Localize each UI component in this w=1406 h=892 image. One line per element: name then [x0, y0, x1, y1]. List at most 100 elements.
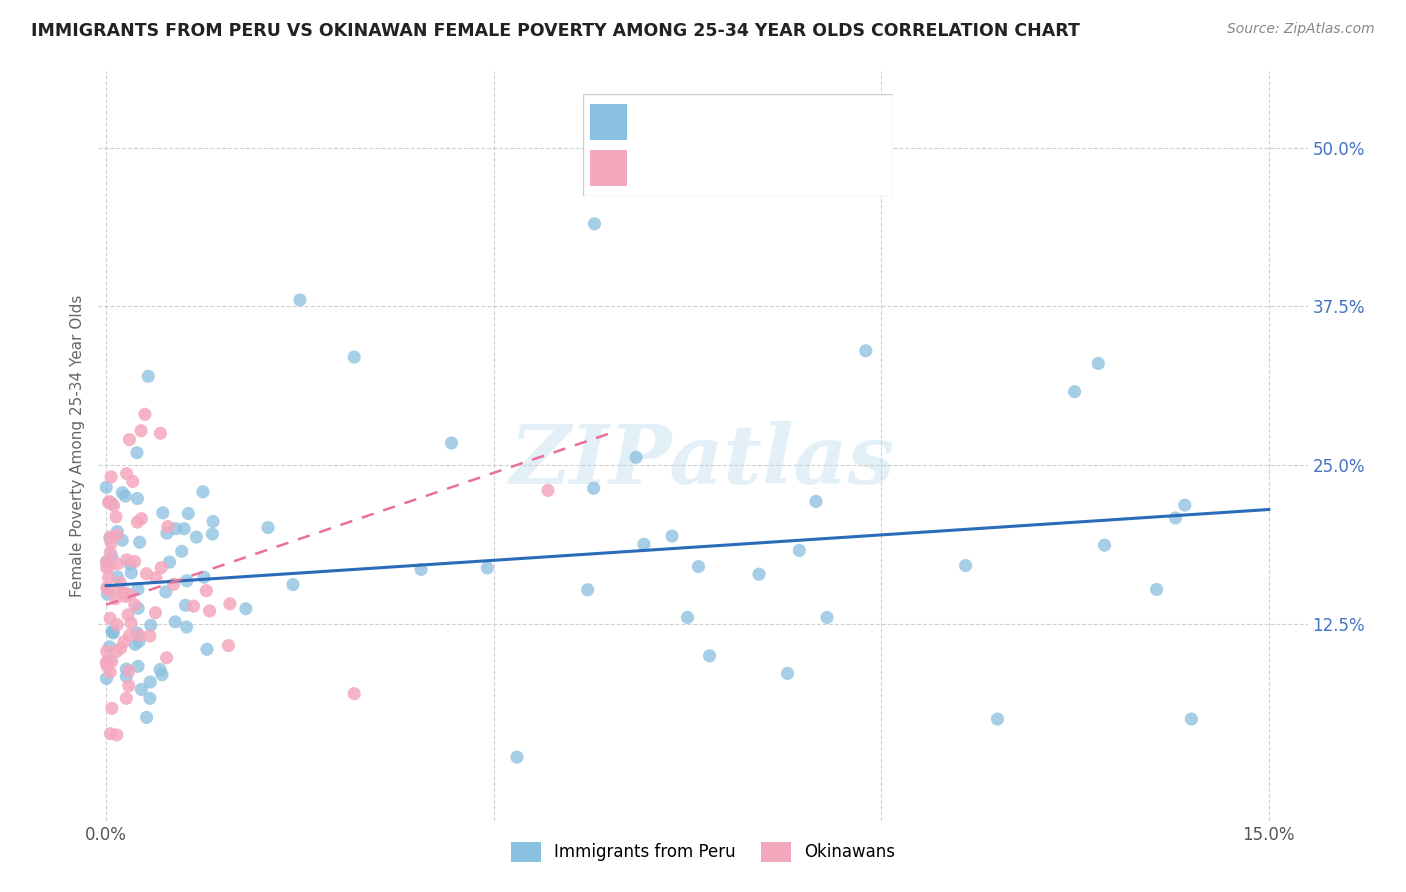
Point: [100, 496, 122, 510]
Point: [152, 506, 174, 520]
Point: [120, 615, 142, 630]
Point: [506, 750, 529, 764]
Point: [118, 679, 141, 693]
Point: [235, 601, 257, 615]
Point: [191, 484, 214, 499]
Bar: [589, 150, 627, 186]
Point: [195, 642, 218, 657]
Text: 0.137: 0.137: [679, 113, 737, 131]
Point: [343, 687, 366, 701]
Point: [198, 604, 221, 618]
Text: IMMIGRANTS FROM PERU VS OKINAWAN FEMALE POVERTY AMONG 25-34 YEAR OLDS CORRELATIO: IMMIGRANTS FROM PERU VS OKINAWAN FEMALE …: [31, 22, 1080, 40]
Point: [115, 586, 138, 600]
Point: [124, 637, 146, 651]
Point: [118, 628, 141, 642]
Point: [112, 586, 135, 600]
Point: [165, 522, 187, 536]
Point: [128, 628, 150, 642]
Point: [115, 467, 138, 481]
Point: [107, 583, 129, 598]
Point: [176, 620, 198, 634]
Text: 0.087: 0.087: [679, 160, 737, 178]
Point: [136, 369, 159, 384]
Point: [1094, 538, 1116, 552]
Point: [96, 555, 118, 569]
Text: R =: R =: [636, 113, 675, 131]
Point: [120, 566, 142, 580]
Point: [105, 528, 128, 542]
Point: [98, 559, 121, 574]
Point: [257, 520, 280, 534]
Point: [115, 670, 138, 684]
Point: [149, 663, 172, 677]
Point: [537, 483, 560, 498]
Point: [125, 445, 148, 459]
Point: [96, 655, 118, 669]
Point: [1146, 582, 1168, 597]
Point: [440, 436, 463, 450]
Point: [201, 527, 224, 541]
Legend: Immigrants from Peru, Okinawans: Immigrants from Peru, Okinawans: [505, 835, 901, 869]
Text: 90: 90: [806, 113, 831, 131]
Point: [583, 217, 606, 231]
Point: [815, 610, 838, 624]
Point: [281, 577, 304, 591]
Point: [127, 491, 149, 506]
Point: [173, 522, 195, 536]
Point: [105, 509, 128, 524]
Point: [118, 433, 141, 447]
Point: [582, 481, 605, 495]
Bar: [589, 104, 627, 140]
Point: [114, 489, 136, 503]
Point: [101, 625, 124, 640]
Point: [343, 350, 366, 364]
Point: [1087, 356, 1109, 370]
Point: [96, 480, 118, 494]
Point: [787, 543, 810, 558]
Point: [411, 562, 433, 576]
Point: [104, 591, 127, 606]
Point: [96, 672, 118, 686]
Point: [111, 485, 134, 500]
Y-axis label: Female Poverty Among 25-34 Year Olds: Female Poverty Among 25-34 Year Olds: [70, 295, 86, 597]
Point: [156, 650, 179, 665]
Point: [202, 515, 225, 529]
Point: [105, 728, 128, 742]
Point: [177, 507, 200, 521]
Point: [127, 515, 149, 529]
Point: [98, 545, 121, 559]
Point: [127, 582, 149, 597]
Point: [176, 574, 198, 588]
Point: [97, 571, 120, 585]
Point: [96, 659, 118, 673]
Point: [100, 470, 122, 484]
Point: [748, 567, 770, 582]
Point: [145, 606, 167, 620]
Point: [156, 519, 179, 533]
Text: N =: N =: [763, 113, 803, 131]
Point: [110, 641, 132, 656]
Point: [986, 712, 1008, 726]
Point: [135, 710, 157, 724]
Point: [129, 424, 152, 438]
Point: [96, 587, 118, 601]
Point: [98, 640, 121, 654]
Point: [101, 701, 124, 715]
Point: [127, 601, 149, 615]
Point: [96, 644, 118, 658]
Point: [131, 511, 153, 525]
Point: [100, 536, 122, 550]
Point: [128, 535, 150, 549]
Point: [118, 588, 141, 602]
Point: [96, 581, 118, 595]
Point: [661, 529, 683, 543]
Point: [1174, 498, 1197, 512]
Point: [124, 598, 146, 612]
Point: [125, 626, 148, 640]
Point: [150, 560, 173, 574]
Point: [150, 667, 173, 681]
Point: [117, 607, 139, 622]
Point: [100, 549, 122, 564]
Point: [477, 561, 499, 575]
Point: [98, 611, 121, 625]
